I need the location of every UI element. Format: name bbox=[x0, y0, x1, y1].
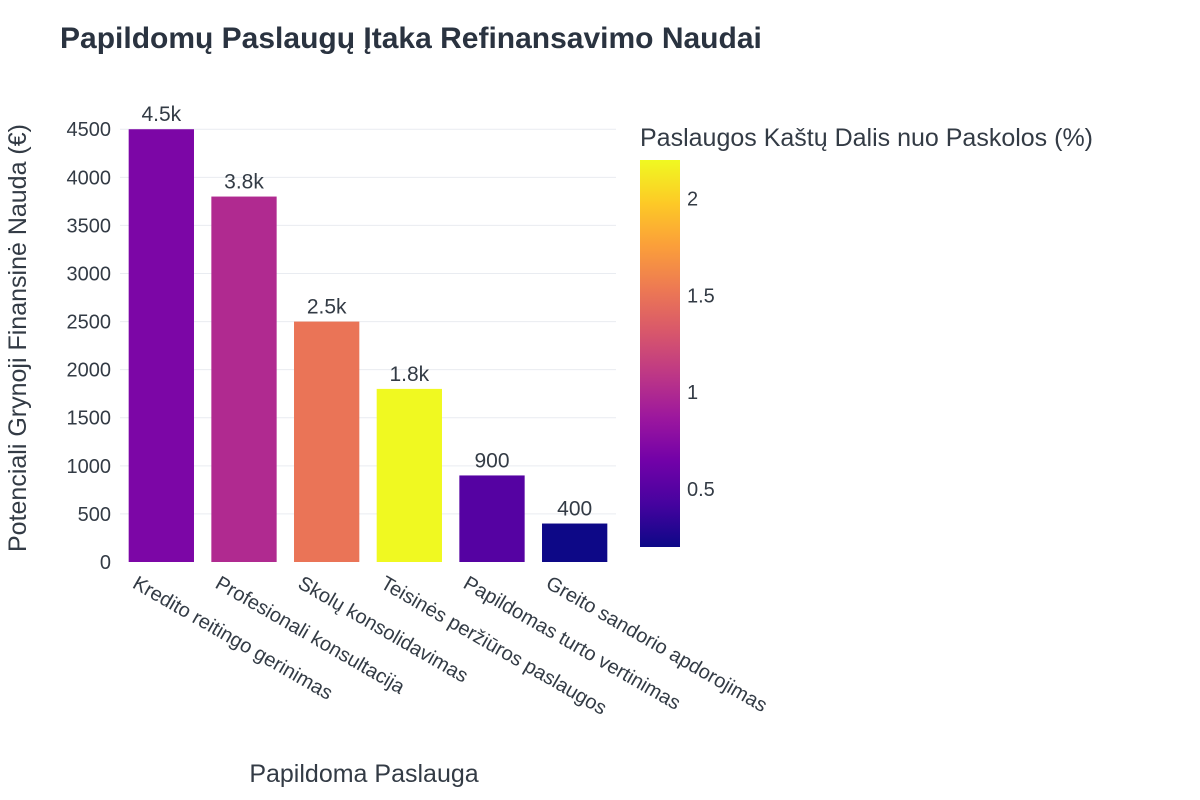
data-label: 900 bbox=[474, 449, 509, 472]
y-tick-label: 500 bbox=[78, 504, 111, 526]
y-tick-label: 3500 bbox=[67, 215, 112, 237]
colorbar-tick-label: 1 bbox=[687, 382, 698, 404]
colorbar-tick-label: 0.5 bbox=[687, 479, 715, 501]
bars bbox=[128, 129, 608, 562]
colorbar-tick-label: 1.5 bbox=[687, 285, 715, 307]
y-tick-label: 0 bbox=[100, 552, 111, 574]
data-label: 4.5k bbox=[141, 103, 181, 126]
bar bbox=[294, 321, 360, 562]
data-label: 1.8k bbox=[389, 363, 429, 386]
bar bbox=[211, 196, 277, 562]
colorbar: Paslaugos Kaštų Dalis nuo Paskolos (%) 0… bbox=[640, 124, 1093, 547]
colorbar-ticks: 0.5 1 1.5 2 bbox=[687, 189, 715, 501]
y-tick-label: 4000 bbox=[67, 167, 112, 189]
bar bbox=[376, 388, 442, 562]
data-label: 400 bbox=[557, 498, 592, 521]
gridlines bbox=[120, 128, 616, 515]
data-labels: 4.5k 3.8k 2.5k 1.8k 900 400 bbox=[141, 103, 592, 520]
colorbar-gradient bbox=[640, 160, 680, 547]
y-axis-ticks: 0 500 1000 1500 2000 2500 3000 3500 4000 4500 bbox=[67, 119, 112, 574]
y-tick-label: 2500 bbox=[67, 312, 112, 334]
bar bbox=[542, 523, 608, 562]
x-axis-title: Papildoma Paslauga bbox=[249, 760, 478, 788]
colorbar-tick-label: 2 bbox=[687, 189, 698, 211]
data-label: 3.8k bbox=[224, 171, 264, 194]
colorbar-title: Paslaugos Kaštų Dalis nuo Paskolos (%) bbox=[640, 124, 1093, 152]
chart-title: Papildomų Paslaugų Įtaka Refinansavimo N… bbox=[60, 22, 762, 55]
y-tick-label: 4500 bbox=[67, 119, 112, 141]
bar bbox=[128, 129, 194, 562]
data-label: 2.5k bbox=[307, 296, 347, 319]
bar bbox=[459, 475, 525, 562]
y-axis-title: Potenciali Grynoji Finansinė Nauda (€) bbox=[4, 124, 32, 552]
y-tick-label: 3000 bbox=[67, 263, 112, 285]
y-tick-label: 1500 bbox=[67, 408, 112, 430]
y-tick-label: 1000 bbox=[67, 456, 112, 478]
y-tick-label: 2000 bbox=[67, 360, 112, 382]
